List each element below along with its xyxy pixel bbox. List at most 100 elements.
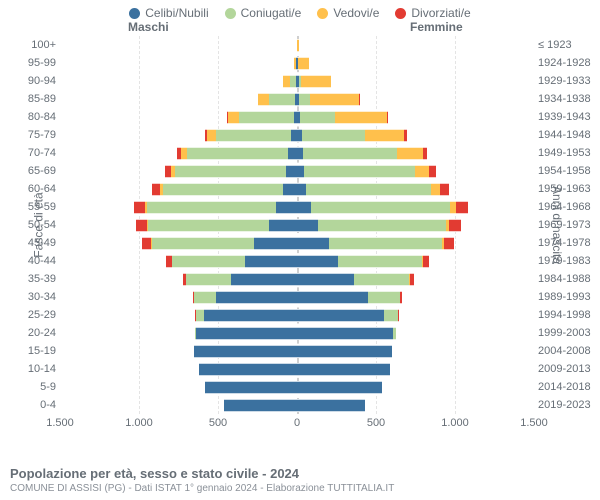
x-tick: 1.000	[125, 417, 153, 429]
male-bar	[60, 183, 297, 196]
female-bar	[297, 327, 534, 340]
pyramid-row	[60, 378, 534, 396]
age-label: 90-94	[0, 72, 56, 90]
segment-single	[297, 201, 311, 214]
segment-single	[297, 381, 382, 394]
segment-married	[354, 273, 409, 286]
chart-footer: Popolazione per età, sesso e stato civil…	[10, 466, 394, 494]
segment-single	[196, 327, 297, 340]
birth-label: 1939-1943	[538, 108, 600, 126]
male-bar	[60, 399, 297, 412]
female-bar	[297, 147, 534, 160]
segment-divorced	[456, 201, 469, 214]
pyramid-row	[60, 72, 534, 90]
female-bar	[297, 39, 534, 52]
segment-single	[276, 201, 297, 214]
segment-married	[393, 327, 395, 340]
legend-label: Coniugati/e	[241, 6, 302, 20]
female-bar	[297, 363, 534, 376]
segment-divorced	[387, 111, 388, 124]
male-bar	[60, 165, 297, 178]
segment-married	[318, 219, 446, 232]
pyramid-row	[60, 144, 534, 162]
pyramid-row	[60, 162, 534, 180]
segment-single	[297, 291, 368, 304]
male-bar	[60, 273, 297, 286]
segment-divorced	[423, 255, 429, 268]
birth-label: 1969-1973	[538, 216, 600, 234]
male-bar	[60, 363, 297, 376]
legend-item: Celibi/Nubili	[129, 6, 208, 20]
pyramid-row	[60, 90, 534, 108]
segment-married	[172, 255, 245, 268]
birth-year-axis: ≤ 19231924-19281929-19331934-19381939-19…	[538, 36, 600, 414]
segment-married	[269, 93, 296, 106]
pyramid-row	[60, 396, 534, 414]
segment-married	[384, 309, 398, 322]
pyramid-row	[60, 306, 534, 324]
birth-label: 1944-1948	[538, 126, 600, 144]
segment-widowed	[258, 93, 269, 106]
age-label: 65-69	[0, 162, 56, 180]
segment-divorced	[359, 93, 360, 106]
pyramid-row	[60, 342, 534, 360]
age-label: 85-89	[0, 90, 56, 108]
birth-label: 2014-2018	[538, 378, 600, 396]
segment-widowed	[207, 129, 216, 142]
population-pyramid-chart: Celibi/Nubili Coniugati/e Vedovi/e Divorzia…	[0, 0, 600, 500]
segment-single	[286, 165, 297, 178]
segment-single	[297, 237, 329, 250]
age-label: 15-19	[0, 342, 56, 360]
female-bar	[297, 237, 534, 250]
male-bar	[60, 201, 297, 214]
age-label: 5-9	[0, 378, 56, 396]
segment-married	[216, 129, 292, 142]
birth-label: 2004-2008	[538, 342, 600, 360]
female-bar	[297, 255, 534, 268]
birth-label: 2019-2023	[538, 396, 600, 414]
female-bar	[297, 345, 534, 358]
age-label: 20-24	[0, 324, 56, 342]
age-label: 0-4	[0, 396, 56, 414]
age-label: 25-29	[0, 306, 56, 324]
female-bar	[297, 129, 534, 142]
segment-widowed	[297, 39, 299, 52]
pyramid-row	[60, 54, 534, 72]
segment-married	[304, 165, 415, 178]
segment-married	[302, 129, 365, 142]
segment-single	[204, 309, 297, 322]
legend-label: Divorziati/e	[411, 6, 470, 20]
segment-single	[194, 345, 297, 358]
age-label: 70-74	[0, 144, 56, 162]
male-bar	[60, 291, 297, 304]
header-male: Maschi	[128, 20, 169, 34]
male-bar	[60, 111, 297, 124]
segment-divorced	[410, 273, 414, 286]
gender-headers: Maschi Femmine	[0, 20, 600, 36]
segment-married	[194, 291, 216, 304]
segment-married	[148, 219, 268, 232]
segment-single	[283, 183, 297, 196]
legend-swatch	[395, 8, 406, 19]
pyramid-row	[60, 198, 534, 216]
x-axis: 1.5001.00050005001.0001.500	[60, 414, 534, 436]
birth-label: 1934-1938	[538, 90, 600, 108]
segment-single	[231, 273, 297, 286]
x-tick: 1.000	[441, 417, 469, 429]
male-bar	[60, 75, 297, 88]
birth-label: 1999-2003	[538, 324, 600, 342]
age-label: 50-54	[0, 216, 56, 234]
segment-widowed	[310, 93, 359, 106]
birth-label: 1924-1928	[538, 54, 600, 72]
x-tick: 1.500	[520, 417, 548, 429]
male-bar	[60, 381, 297, 394]
birth-label: 1989-1993	[538, 288, 600, 306]
birth-label: 1929-1933	[538, 72, 600, 90]
legend-label: Vedovi/e	[333, 6, 379, 20]
segment-divorced	[142, 237, 151, 250]
pyramid-row	[60, 324, 534, 342]
birth-label: 1949-1953	[538, 144, 600, 162]
x-tick: 0	[294, 417, 300, 429]
segment-divorced	[444, 237, 453, 250]
legend: Celibi/Nubili Coniugati/e Vedovi/e Divorzia…	[0, 0, 600, 20]
